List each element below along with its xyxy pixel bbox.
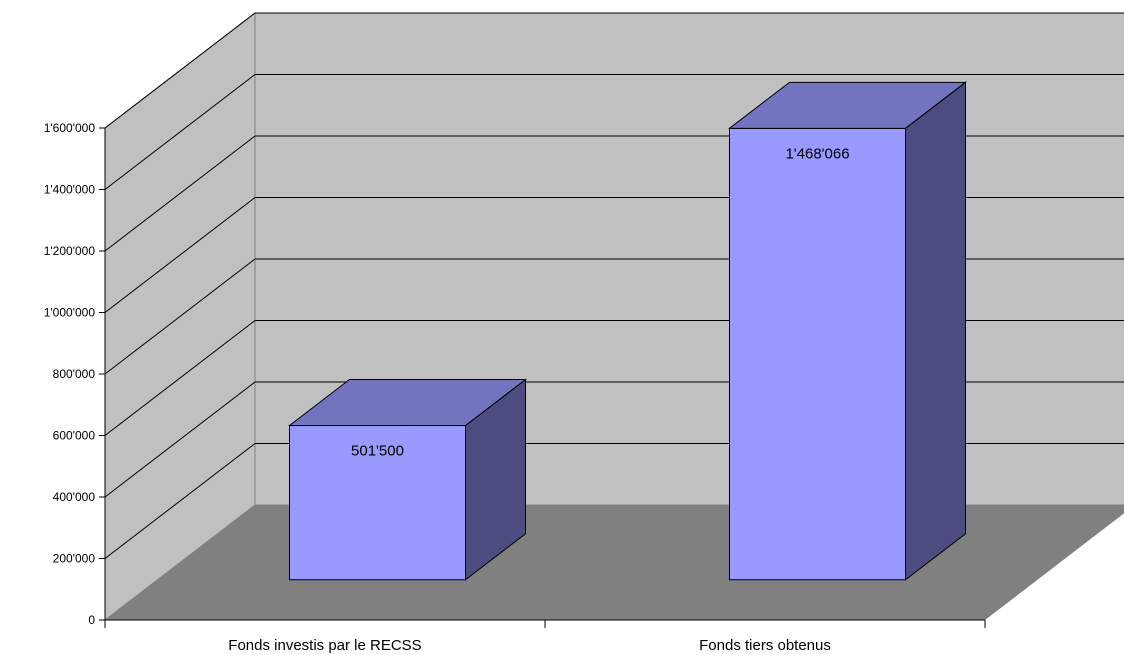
y-tick-label: 600'000 (53, 429, 96, 443)
y-tick-label: 200'000 (53, 552, 96, 566)
data-label: 501'500 (351, 443, 404, 460)
y-tick-label: 800'000 (53, 367, 96, 381)
gridline-side (104, 443, 256, 559)
gridline-side (104, 74, 256, 190)
bar-front (729, 127, 906, 581)
bars (288, 81, 967, 581)
data-label: 1'468'066 (785, 145, 849, 162)
gridline-side (104, 135, 256, 252)
y-tick-label: 400'000 (53, 490, 96, 504)
y-tick-label: 1'400'000 (44, 183, 96, 197)
x-category-label: Fonds tiers obtenus (699, 637, 831, 654)
gridlines (104, 12, 1124, 559)
bar-top (288, 379, 527, 427)
floor (105, 505, 1124, 620)
gridline-side (104, 320, 256, 436)
gridline-side (104, 197, 256, 313)
y-tick-label: 1'600'000 (44, 121, 96, 135)
gridline-side (104, 12, 256, 129)
gridline-side (104, 381, 256, 498)
gridline-side (104, 258, 256, 375)
labels: 0 200'000 400'000 600'000 800'000 1'000'000 1'… (44, 121, 850, 654)
bar-top (728, 81, 967, 129)
bar-side (905, 81, 966, 581)
chart-walls (104, 11, 1124, 622)
y-tick-label: 0 (88, 613, 95, 627)
y-tick-label: 1'000'000 (44, 306, 96, 320)
x-category-label: Fonds investis par le RECSS (228, 637, 421, 654)
axes (99, 127, 986, 628)
y-tick-label: 1'200'000 (44, 244, 96, 258)
